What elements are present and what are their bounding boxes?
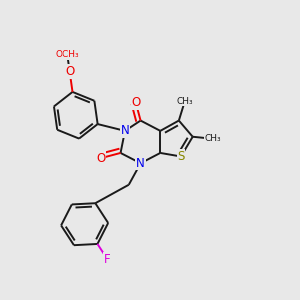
Text: S: S [177,150,184,163]
Text: OCH₃: OCH₃ [56,50,79,59]
Text: N: N [136,157,145,170]
Text: O: O [131,96,140,110]
Text: N: N [121,124,129,137]
Text: O: O [96,152,105,165]
Text: CH₃: CH₃ [176,97,193,106]
Text: F: F [104,253,111,266]
Text: O: O [65,65,74,78]
Text: CH₃: CH₃ [205,134,222,143]
